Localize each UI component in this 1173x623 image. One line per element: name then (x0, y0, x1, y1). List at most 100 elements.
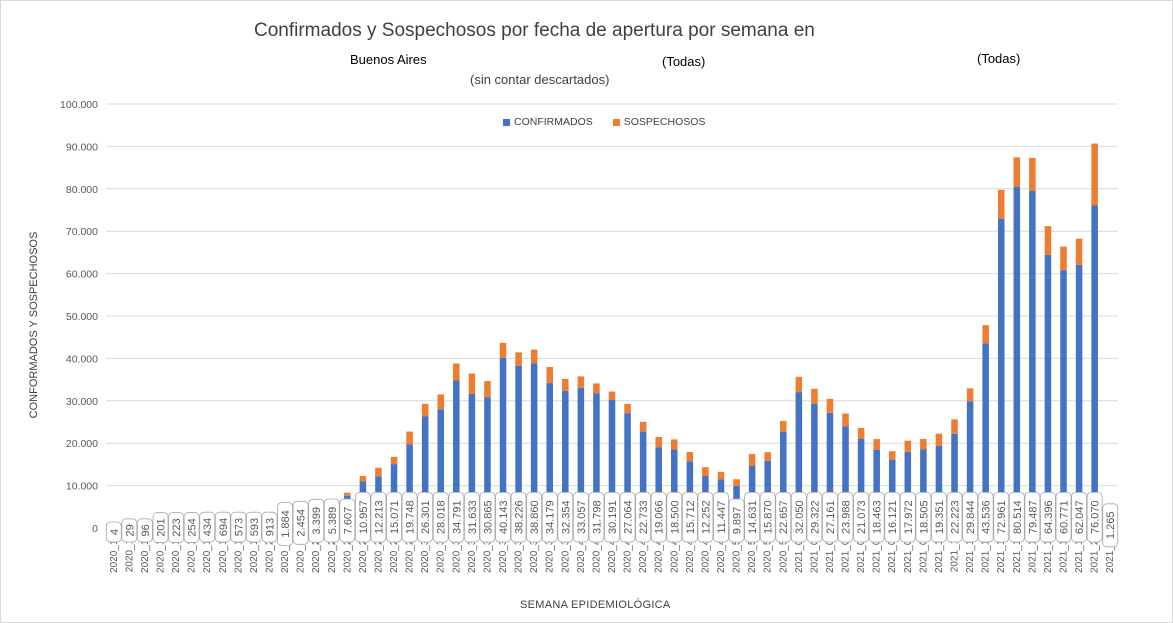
data-label-box (650, 491, 667, 543)
data-label-box (230, 511, 247, 543)
x-tick-label: 2020_45 (654, 534, 665, 573)
chart-subtitle: (sin contar descartados) (470, 72, 610, 87)
data-label-box (292, 500, 309, 545)
y-tick-label: 20.000 (66, 438, 98, 450)
x-tick-label: 2020_42 (607, 534, 618, 573)
data-label: 43.536 (981, 500, 993, 534)
x-tick-label: 2020_11 (124, 534, 135, 573)
x-tick-label: 2020_22 (296, 534, 307, 573)
bar-suspected (1075, 238, 1083, 265)
bar-confirmed (624, 413, 631, 528)
data-label: 12.252 (700, 500, 712, 534)
x-tick-label: 2020_17 (218, 534, 229, 573)
data-label-box (323, 498, 340, 543)
data-label: 76.070 (1090, 500, 1102, 534)
data-label-box (775, 491, 792, 543)
bar-suspected (795, 376, 803, 393)
data-label-box (635, 491, 652, 543)
x-tick-label: 2020_30 (420, 534, 431, 573)
data-label-box (354, 491, 371, 543)
data-label-box (899, 491, 916, 543)
data-label: 14.631 (747, 500, 759, 534)
data-label: 96 (140, 524, 152, 536)
bar-suspected (951, 419, 958, 434)
legend-label-suspected: SOSPECHOSOS (623, 116, 706, 128)
bar-suspected (686, 452, 694, 462)
x-tick-label: 2020_25 (342, 534, 353, 573)
data-label-box (884, 491, 901, 543)
data-label-box (261, 511, 278, 543)
data-label-box (137, 518, 153, 543)
bar-suspected (811, 388, 818, 404)
x-tick-label: 2021_13 (981, 534, 992, 573)
x-tick-label: 2021_18 (1059, 534, 1070, 573)
data-label-box (744, 491, 761, 543)
bar-suspected (717, 471, 725, 480)
x-tick-label: 2020_52 (763, 534, 774, 573)
x-tick-label: 2020_49 (716, 534, 727, 573)
data-label: 28.018 (436, 500, 448, 534)
y-tick-label: 80.000 (66, 184, 98, 196)
x-tick-label: 2020_24 (327, 534, 338, 573)
bar-confirmed (1029, 190, 1036, 529)
data-label: 10.957 (358, 500, 370, 534)
data-label: 22.733 (638, 500, 650, 534)
bar-suspected (1044, 226, 1052, 255)
data-label: 4 (109, 529, 121, 535)
x-tick-label: 2020_28 (389, 534, 400, 573)
data-label: 913 (264, 518, 276, 536)
legend: CONFIRMADOS SOSPECHOSOS (503, 116, 725, 128)
x-tick-label: 2020_50 (732, 534, 743, 573)
data-label: 34.791 (451, 500, 463, 534)
legend-swatch-confirmed (503, 118, 510, 126)
data-label: 30.865 (482, 500, 494, 534)
bar-suspected (842, 413, 849, 427)
y-tick-label: 10.000 (66, 481, 98, 493)
data-label: 79.487 (1027, 500, 1039, 534)
bar-suspected (982, 325, 989, 344)
data-label-box (806, 491, 823, 543)
data-label-box (463, 491, 480, 543)
data-label: 223 (171, 518, 183, 536)
data-label: 2.454 (296, 509, 308, 537)
x-tick-label: 2021_04 (841, 534, 852, 573)
bar-confirmed (904, 451, 912, 528)
y-tick-label: 30.000 (66, 396, 98, 408)
data-label-box (1055, 491, 1072, 543)
filter-value-2: (Todas) (977, 51, 1021, 66)
x-tick-label: 2021_10 (934, 534, 945, 573)
data-label: 30.191 (607, 500, 619, 534)
data-label-box (1086, 491, 1103, 543)
x-tick-label: 2020_15 (187, 534, 198, 573)
data-label: 64.396 (1043, 500, 1055, 534)
data-label-box (713, 491, 729, 543)
data-label-box (339, 498, 356, 543)
x-tick-label: 2020_44 (638, 534, 649, 573)
bar-suspected (515, 352, 522, 366)
data-label-box (277, 502, 293, 546)
data-label-box (432, 491, 449, 543)
data-label: 3.399 (311, 507, 323, 535)
bar-suspected (577, 376, 585, 388)
data-label: 434 (202, 518, 214, 536)
bar-confirmed (530, 363, 538, 528)
data-label-box (1040, 491, 1056, 543)
data-label-box (214, 511, 231, 543)
data-label-box (790, 491, 807, 543)
bar-suspected (390, 456, 398, 465)
data-label-box (588, 491, 605, 543)
data-label: 15.712 (685, 500, 697, 534)
data-label: 18.500 (669, 500, 681, 534)
data-label-box (105, 521, 122, 543)
x-tick-label: 2020_34 (482, 534, 493, 573)
x-tick-label: 2020_43 (623, 534, 634, 573)
data-label: 17.972 (903, 500, 915, 534)
data-label: 593 (249, 518, 261, 536)
x-tick-label: 2020_35 (498, 534, 509, 573)
legend-item-suspected: SOSPECHOSOS (612, 116, 706, 128)
data-label-box (1102, 503, 1119, 548)
data-label-box (386, 491, 402, 543)
data-label-box (199, 511, 216, 543)
bar-confirmed (499, 357, 507, 528)
bar-confirmed (515, 365, 522, 528)
